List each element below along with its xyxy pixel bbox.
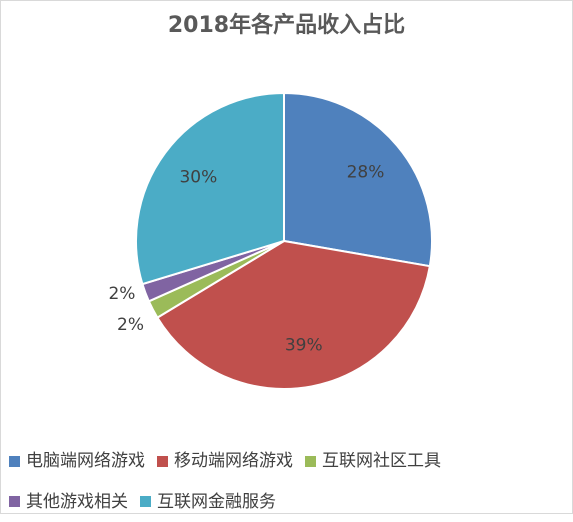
chart-title: 2018年各产品收入占比 <box>167 13 406 38</box>
legend-swatch-1 <box>9 455 20 467</box>
chart-legend: 电脑端网络游戏 移动端网络游戏 互联网社区工具其他游戏相关 互联网金融服务 <box>9 441 569 522</box>
data-label-5: 30% <box>179 168 217 188</box>
legend-swatch-3 <box>305 455 316 467</box>
legend-label-4: 其他游戏相关 <box>26 491 128 512</box>
legend-item-2: 移动端网络游戏 <box>157 441 293 481</box>
legend-label-2: 移动端网络游戏 <box>174 451 293 471</box>
legend-item-4: 其他游戏相关 <box>9 482 128 522</box>
legend-swatch-4 <box>9 496 20 507</box>
pie-slice-2 <box>156 239 431 390</box>
pie-chart: 28% 39% 2% 2% 30% <box>108 91 433 390</box>
legend-item-5: 互联网金融服务 <box>140 482 276 522</box>
legend-swatch-5 <box>140 496 151 507</box>
legend-label-1: 电脑端网络游戏 <box>26 451 145 471</box>
data-label-3: 2% <box>117 315 144 335</box>
data-label-2: 39% <box>285 336 323 356</box>
data-label-1: 28% <box>347 162 385 182</box>
data-label-4: 2% <box>108 284 135 304</box>
legend-label-3: 互联网社区工具 <box>322 451 441 471</box>
pie-slice-5 <box>135 91 285 286</box>
legend-label-5: 互联网金融服务 <box>157 491 276 512</box>
legend-item-3: 互联网社区工具 <box>305 441 441 481</box>
pie-slice-1 <box>283 91 433 268</box>
legend-swatch-2 <box>157 455 168 467</box>
legend-item-1: 电脑端网络游戏 <box>9 441 145 481</box>
